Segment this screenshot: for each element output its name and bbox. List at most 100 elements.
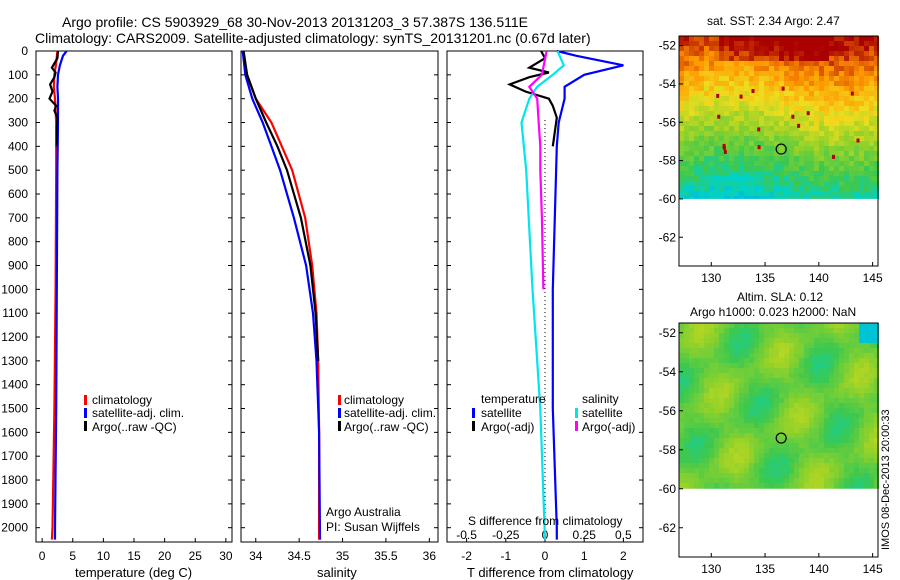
sla-cell — [724, 418, 729, 423]
sst-cell — [704, 41, 709, 46]
x-tick-label: 20 — [158, 549, 172, 563]
sst-cell — [764, 51, 769, 56]
sst-cell — [714, 46, 719, 51]
sst-cell — [794, 171, 799, 176]
sla-cell — [859, 438, 864, 443]
sla-cell — [679, 478, 684, 483]
sla-cell — [799, 368, 804, 373]
sst-cell — [749, 56, 754, 61]
sla-cell — [769, 443, 774, 448]
sla-cell — [679, 438, 684, 443]
sst-cell — [679, 41, 684, 46]
sst-cell — [854, 61, 859, 66]
sst-cell — [849, 106, 854, 111]
sst-cell — [829, 86, 834, 91]
sst-cell — [689, 141, 694, 146]
sla-cell — [849, 448, 854, 453]
sla-cell — [744, 338, 749, 343]
sst-cell — [854, 71, 859, 76]
sla-cell — [774, 368, 779, 373]
sla-cell — [734, 483, 739, 488]
sst-cell — [729, 61, 734, 66]
sla-cell — [689, 333, 694, 338]
sst-cell — [724, 51, 729, 56]
sla-cell — [819, 393, 824, 398]
sla-cell — [734, 453, 739, 458]
sla-cell — [844, 378, 849, 383]
sst-cell — [794, 51, 799, 56]
sst-cell — [739, 136, 744, 141]
sst-cell — [829, 101, 834, 106]
sla-cell — [714, 408, 719, 413]
sst-cell — [859, 171, 864, 176]
sst-cell — [844, 101, 849, 106]
sla-cell — [764, 478, 769, 483]
sla-cell — [704, 443, 709, 448]
sla-cell — [694, 388, 699, 393]
sla-cell — [729, 468, 734, 473]
sla-cell — [729, 328, 734, 333]
sla-cell — [849, 478, 854, 483]
sla-cell — [774, 458, 779, 463]
sla-cell — [684, 363, 689, 368]
sst-cell — [739, 181, 744, 186]
sla-cell — [754, 393, 759, 398]
sla-cell — [739, 478, 744, 483]
sst-cell — [839, 96, 844, 101]
sla-cell — [679, 418, 684, 423]
sla-cell — [779, 448, 784, 453]
sla-cell — [719, 463, 724, 468]
sst-cell — [799, 111, 804, 116]
sla-cell — [799, 328, 804, 333]
sst-cell — [864, 76, 869, 81]
sla-cell — [854, 373, 859, 378]
sst-cell — [679, 76, 684, 81]
sla-cell — [724, 383, 729, 388]
sla-cell — [714, 378, 719, 383]
sla-cell — [764, 443, 769, 448]
sla-cell — [859, 363, 864, 368]
sla-cell — [794, 423, 799, 428]
sla-cell — [814, 388, 819, 393]
sla-cell — [739, 483, 744, 488]
sst-cell — [814, 186, 819, 191]
sst-cell — [769, 81, 774, 86]
sst-cell — [784, 171, 789, 176]
sst-cell — [834, 66, 839, 71]
sst-cell — [859, 191, 864, 196]
sla-cell — [824, 433, 829, 438]
sla-cell — [744, 383, 749, 388]
sla-cell — [744, 343, 749, 348]
sla-cell — [739, 443, 744, 448]
sla-cell — [729, 373, 734, 378]
sst-cell — [759, 46, 764, 51]
sla-cell — [814, 428, 819, 433]
sla-cell — [699, 358, 704, 363]
sla-cell — [804, 428, 809, 433]
sla-cell — [759, 378, 764, 383]
sla-cell — [794, 373, 799, 378]
sst-cell — [789, 196, 794, 199]
sla-cell — [864, 463, 869, 468]
sla-cell — [719, 443, 724, 448]
sla-cell — [704, 403, 709, 408]
sla-cell — [724, 403, 729, 408]
sla-cell — [819, 398, 824, 403]
sla-cell — [804, 368, 809, 373]
sst-cell — [869, 91, 874, 96]
sst-cell — [794, 86, 799, 91]
sla-cell — [749, 418, 754, 423]
sst-cell — [764, 186, 769, 191]
sla-cell — [839, 473, 844, 478]
sla-cell — [794, 368, 799, 373]
sst-cell — [699, 66, 704, 71]
sst-cell — [824, 56, 829, 61]
sla-cell — [709, 408, 714, 413]
sla-cell — [844, 403, 849, 408]
sla-cell — [819, 428, 824, 433]
sst-cell — [779, 171, 784, 176]
sst-cell — [759, 166, 764, 171]
sla-cell — [714, 458, 719, 463]
sst-cell — [769, 51, 774, 56]
sla-cell — [724, 473, 729, 478]
